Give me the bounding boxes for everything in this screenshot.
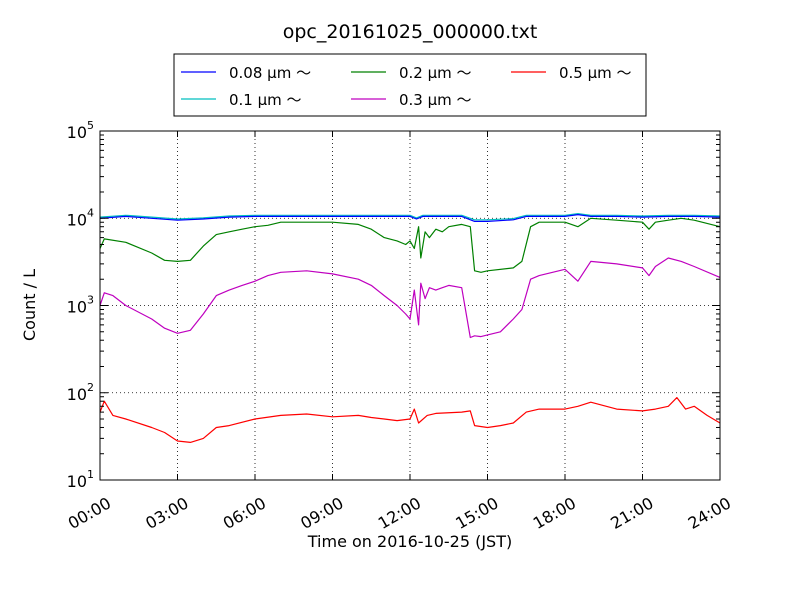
legend-label: 0.1 μm ～ (229, 91, 302, 109)
x-tick-label: 09:00 (297, 493, 346, 533)
x-tick-label: 18:00 (530, 493, 579, 533)
series-line-0 (99, 214, 721, 222)
chart-title: opc_20161025_000000.txt (283, 21, 538, 43)
x-tick-label: 12:00 (375, 493, 424, 533)
y-tick-label: 104 (67, 206, 94, 229)
x-tick-label: 24:00 (685, 493, 734, 533)
legend-label: 0.5 μm ～ (559, 64, 632, 82)
series-line-1 (99, 213, 721, 221)
x-tick-label: 06:00 (220, 493, 269, 533)
legend-label: 0.2 μm ～ (399, 64, 472, 82)
x-tick-label: 15:00 (452, 493, 501, 533)
series-line-2 (99, 217, 721, 273)
y-tick-label: 105 (67, 119, 94, 142)
y-tick-label: 102 (67, 381, 94, 404)
y-tick-label: 101 (67, 468, 94, 491)
x-tick-label: 00:00 (65, 493, 114, 533)
legend-box (173, 53, 647, 117)
series-line-3 (99, 257, 721, 339)
x-tick-label: 21:00 (607, 493, 656, 533)
y-axis-label: Count / L (20, 269, 39, 341)
y-tick-label: 103 (67, 294, 94, 317)
series-layer (99, 213, 721, 443)
ticks: 00:00 03:00 06:00 09:00 12:00 15:00 18:00 21:00… (65, 119, 734, 533)
legend-label: 0.08 μm ～ (229, 64, 311, 82)
series-line-4 (99, 397, 721, 443)
legend-label: 0.3 μm ～ (399, 91, 472, 109)
x-axis-label: Time on 2016-10-25 (JST) (307, 532, 512, 551)
legend: 0.08 μm ～ 0.1 μm ～ 0.2 μm ～ 0.3 μm ～ 0.5 μm … (173, 53, 647, 117)
grid (100, 131, 720, 480)
x-tick-label: 03:00 (142, 493, 191, 533)
